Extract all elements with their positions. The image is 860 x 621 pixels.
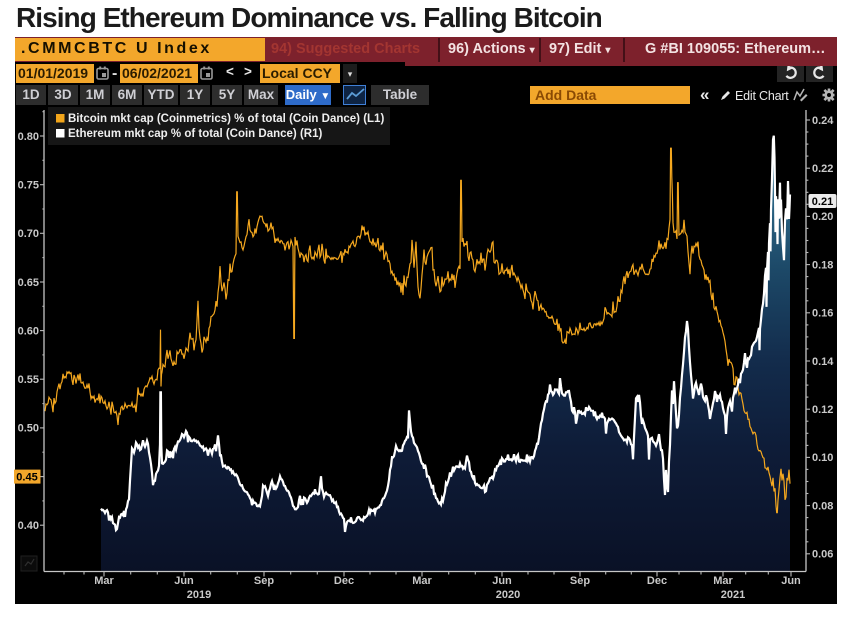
svg-text:0.16: 0.16 <box>812 308 833 320</box>
svg-text:0.12: 0.12 <box>812 404 833 416</box>
svg-text:0.21: 0.21 <box>812 196 833 208</box>
svg-text:Dec: Dec <box>334 575 354 587</box>
svg-text:0.45: 0.45 <box>16 471 37 483</box>
svg-text:0.14: 0.14 <box>812 356 834 368</box>
svg-text:0.08: 0.08 <box>812 500 833 512</box>
svg-text:0.24: 0.24 <box>812 115 834 127</box>
svg-text:0.18: 0.18 <box>812 259 833 271</box>
svg-text:Sep: Sep <box>570 575 590 587</box>
svg-text:Sep: Sep <box>254 575 274 587</box>
svg-text:0.40: 0.40 <box>18 520 39 532</box>
svg-text:0.70: 0.70 <box>18 228 39 240</box>
svg-text:Mar: Mar <box>412 575 432 587</box>
svg-text:0.80: 0.80 <box>18 131 39 143</box>
svg-text:2021: 2021 <box>721 589 745 601</box>
svg-text:Mar: Mar <box>94 575 114 587</box>
svg-text:Bitcoin mkt cap (Coinmetrics): Bitcoin mkt cap (Coinmetrics) % of total… <box>68 113 384 125</box>
svg-text:0.75: 0.75 <box>18 180 39 192</box>
svg-text:Ethereum mkt cap % of total (C: Ethereum mkt cap % of total (Coin Dance)… <box>68 128 322 140</box>
svg-text:Mar: Mar <box>713 575 733 587</box>
svg-text:Jun: Jun <box>492 575 512 587</box>
svg-text:0.60: 0.60 <box>18 325 39 337</box>
svg-text:Jun: Jun <box>781 575 801 587</box>
svg-text:0.50: 0.50 <box>18 423 39 435</box>
svg-text:0.10: 0.10 <box>812 452 833 464</box>
svg-text:2019: 2019 <box>187 589 211 601</box>
svg-text:2020: 2020 <box>496 589 520 601</box>
svg-text:0.06: 0.06 <box>812 549 833 561</box>
svg-text:0.55: 0.55 <box>18 374 39 386</box>
svg-text:0.65: 0.65 <box>18 277 39 289</box>
svg-text:0.22: 0.22 <box>812 163 833 175</box>
svg-text:Dec: Dec <box>647 575 667 587</box>
svg-text:0.20: 0.20 <box>812 211 833 223</box>
svg-text:Jun: Jun <box>174 575 194 587</box>
